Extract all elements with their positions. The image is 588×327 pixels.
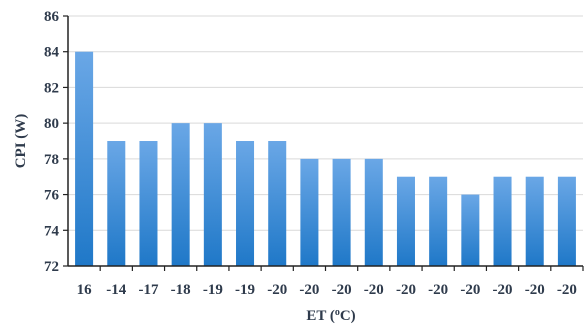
bar <box>557 176 576 266</box>
x-tick-label: -19 <box>203 282 223 298</box>
bar <box>429 176 448 266</box>
x-axis-title-superscript: o <box>335 307 340 318</box>
axes <box>63 15 584 271</box>
y-tick-labels: 72 74 76 78 80 82 84 86 <box>44 9 60 275</box>
bar <box>139 141 158 266</box>
y-tick-label: 74 <box>44 223 60 239</box>
x-tick-label: 16 <box>77 282 93 298</box>
x-axis-title: ET (oC) <box>306 307 355 324</box>
x-tick-label: -20 <box>525 282 545 298</box>
y-tick-label: 84 <box>44 45 60 61</box>
x-tick-label: -20 <box>460 282 480 298</box>
bar <box>268 141 287 266</box>
x-tick-label: -20 <box>332 282 352 298</box>
bar <box>107 141 126 266</box>
x-tick-label: -20 <box>428 282 448 298</box>
x-tick-label: -19 <box>235 282 255 298</box>
x-tick-label: -14 <box>106 282 126 298</box>
y-tick-label: 76 <box>44 188 60 204</box>
bar <box>171 123 190 267</box>
bars <box>75 51 576 267</box>
y-axis-title: CPI (W) <box>13 114 29 169</box>
bar <box>525 176 544 266</box>
bar <box>332 158 351 266</box>
x-tick-label: -20 <box>396 282 416 298</box>
x-tick-label: -18 <box>171 282 191 298</box>
y-tick-label: 80 <box>44 116 59 132</box>
y-tick-label: 86 <box>44 9 60 25</box>
y-tick-label: 82 <box>44 80 59 96</box>
bar <box>75 51 94 266</box>
x-tick-label: -20 <box>557 282 577 298</box>
y-tick-label: 72 <box>44 259 59 275</box>
bar <box>203 123 222 267</box>
x-tick-label: -20 <box>267 282 287 298</box>
bar <box>396 176 415 266</box>
bar <box>300 158 319 266</box>
x-tick-label: -20 <box>364 282 384 298</box>
x-tick-label: -20 <box>493 282 513 298</box>
bar <box>493 176 512 266</box>
x-tick-label: -17 <box>138 282 158 298</box>
x-tick-label: -20 <box>299 282 319 298</box>
y-tick-label: 78 <box>44 152 59 168</box>
bar <box>461 194 480 266</box>
bar <box>364 158 383 266</box>
bar <box>236 141 255 266</box>
x-tick-labels: 16 -14 -17 -18 -19 -19 -20 -20 -20 -20 -20 -20 -20 -2… <box>77 282 577 298</box>
